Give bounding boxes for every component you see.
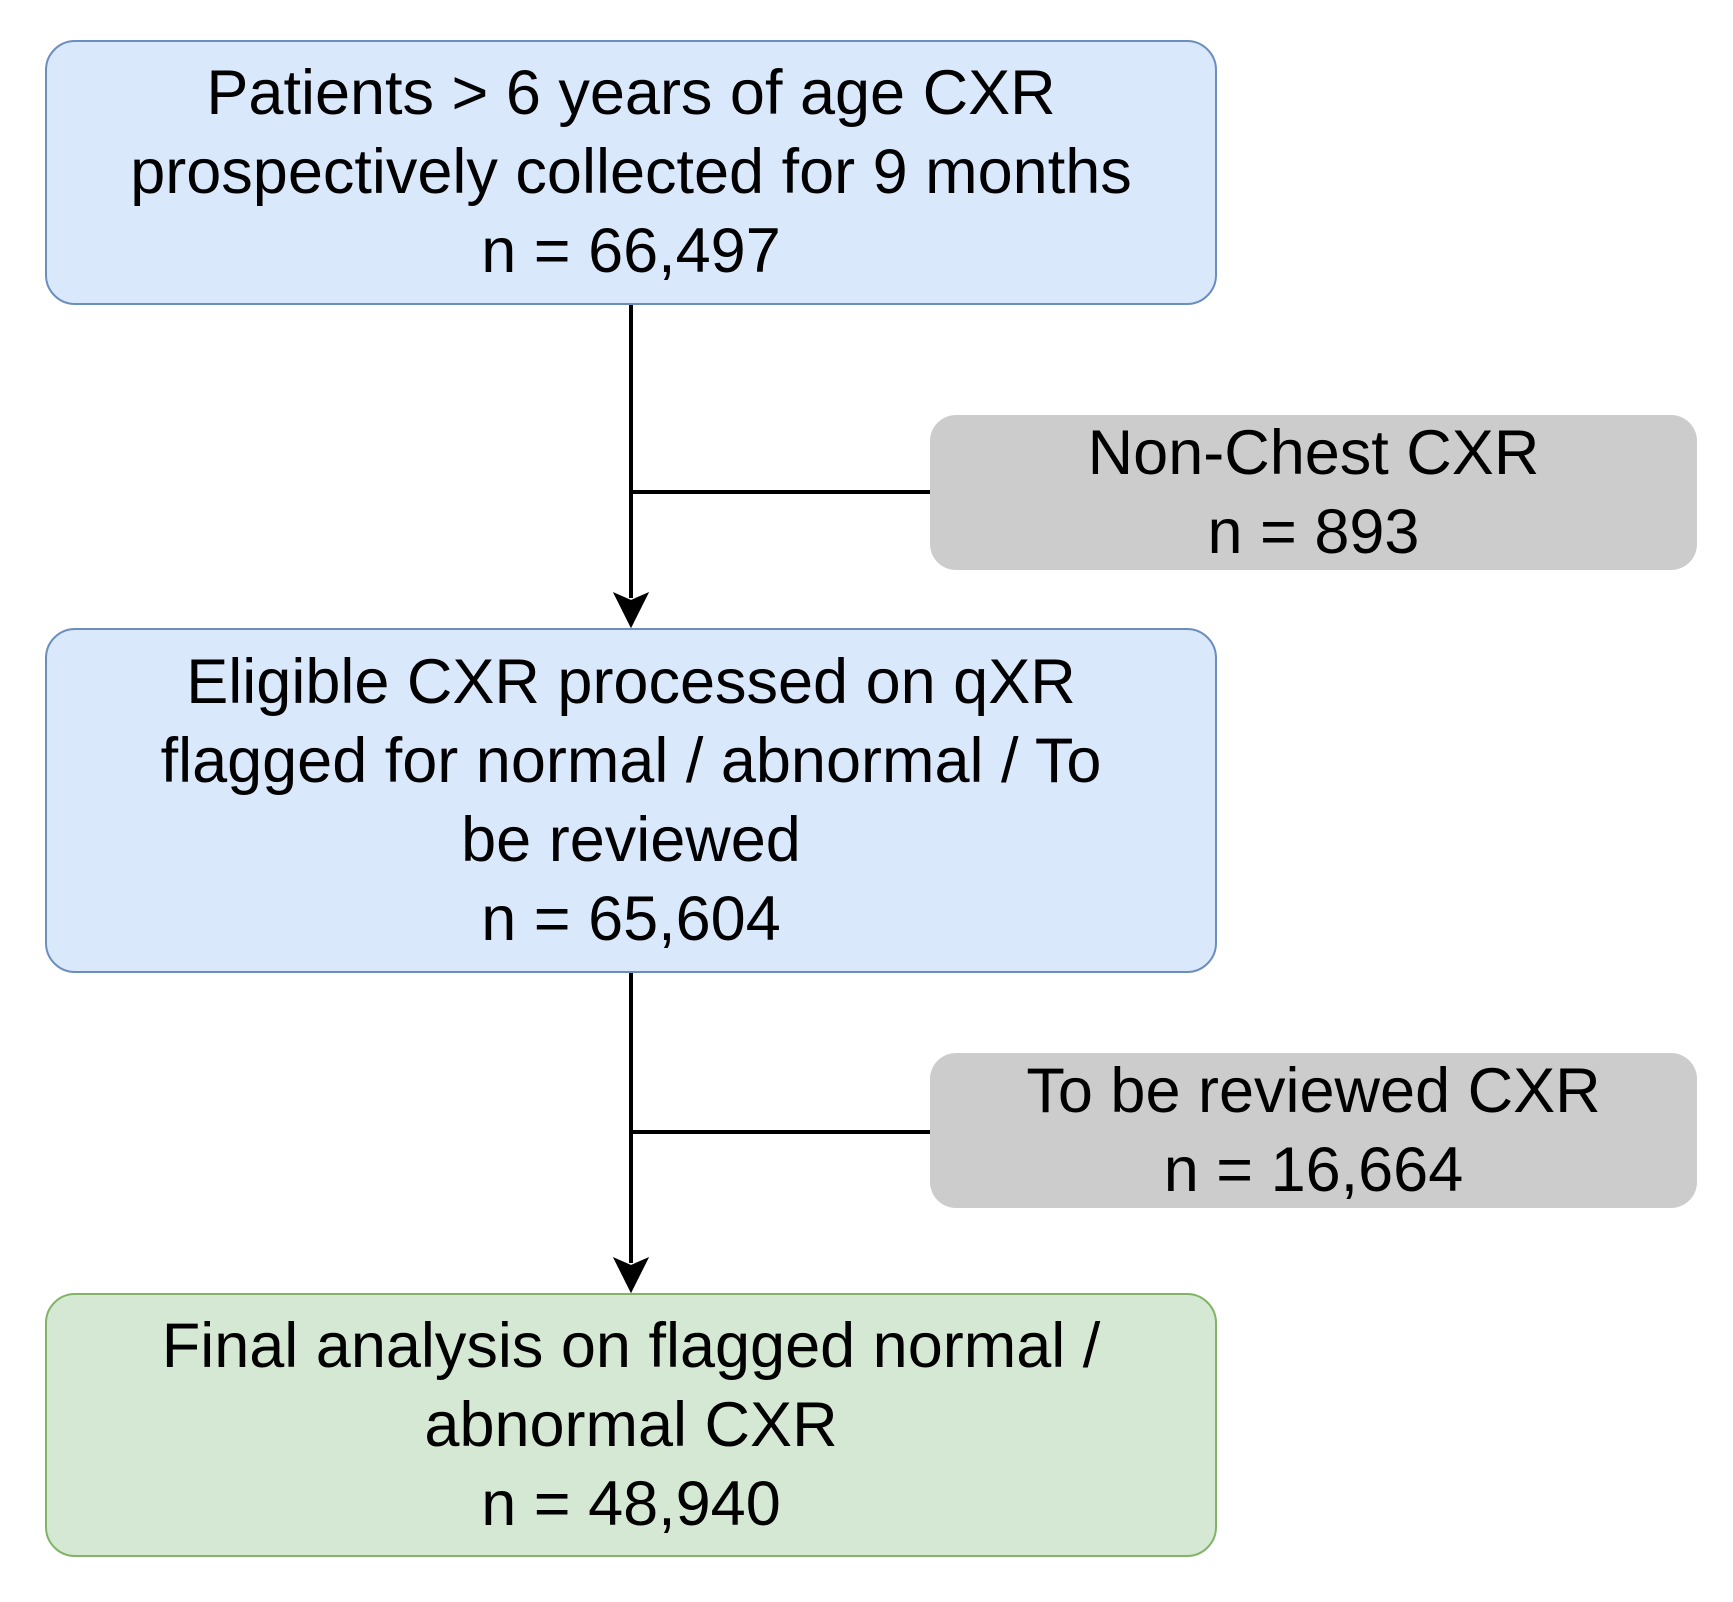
arrowhead-eligible-to-final (612, 1256, 650, 1294)
node-eligible-text-line: Eligible CXR processed on qXR (186, 646, 1076, 717)
node-final-analysis: Final analysis on flagged normal / abnor… (45, 1293, 1217, 1557)
node-non-chest-cxr: Non-Chest CXR n = 893 (930, 415, 1697, 570)
node-to-be-reviewed-cxr: To be reviewed CXR n = 16,664 (930, 1053, 1697, 1208)
node-final-text-line: Final analysis on flagged normal / (161, 1310, 1101, 1381)
arrowhead-patients-to-eligible (612, 591, 650, 629)
node-patients-text-line: Patients > 6 years of age CXR (206, 58, 1056, 128)
node-non-chest-count: n = 893 (1207, 496, 1420, 567)
node-eligible-cxr: Eligible CXR processed on qXR flagged fo… (45, 628, 1217, 973)
node-non-chest-text-line: Non-Chest CXR (1087, 417, 1540, 488)
node-to-be-reviewed-count: n = 16,664 (1163, 1134, 1464, 1205)
node-eligible-text-line: be reviewed (461, 804, 801, 875)
node-patients-text-line: prospectively collected for 9 months (130, 137, 1132, 207)
node-final-text-line: abnormal CXR (424, 1389, 838, 1460)
node-to-be-reviewed-text-line: To be reviewed CXR (1026, 1055, 1601, 1126)
node-eligible-count: n = 65,604 (481, 883, 781, 954)
node-final-count: n = 48,940 (481, 1468, 781, 1539)
node-eligible-text-line: flagged for normal / abnormal / To (160, 725, 1102, 796)
node-patients-count: n = 66,497 (481, 216, 781, 286)
node-patients: Patients > 6 years of age CXR prospectiv… (45, 40, 1217, 305)
